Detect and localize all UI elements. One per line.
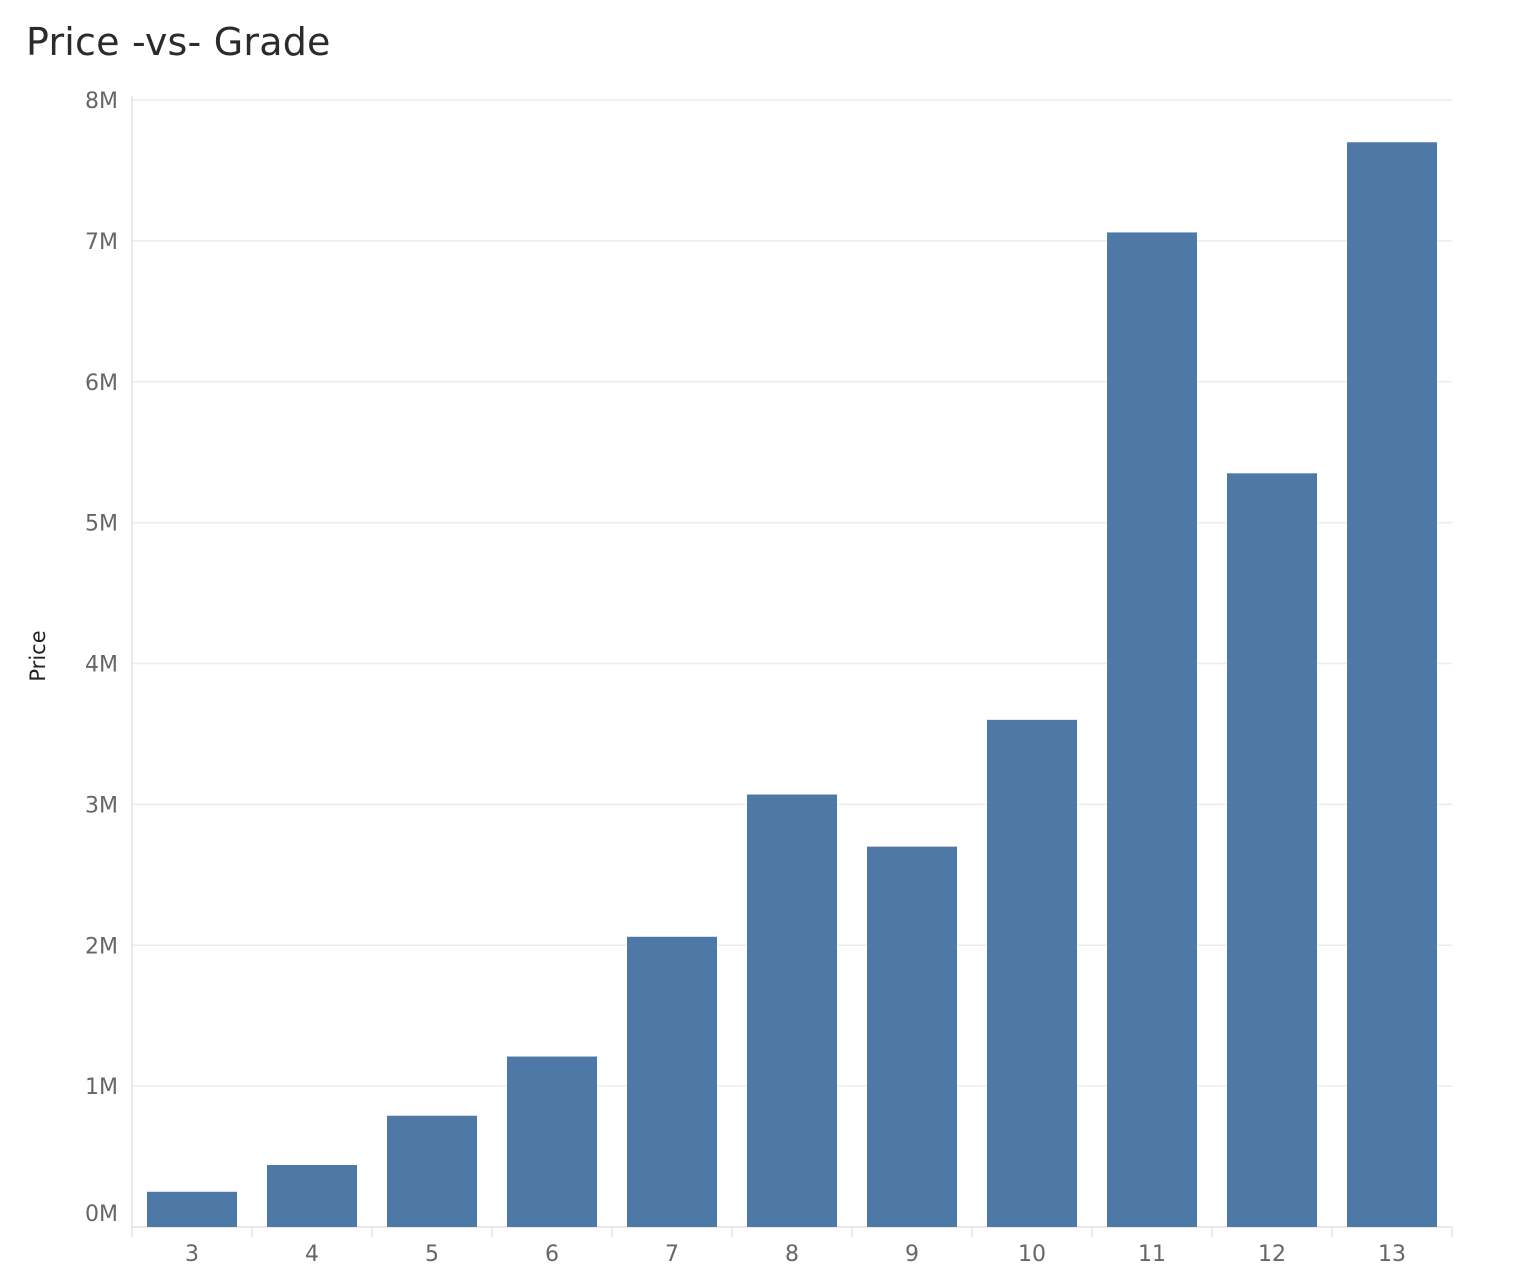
y-tick-label: 6M: [85, 371, 118, 396]
bar-grade-8[interactable]: [747, 794, 837, 1227]
x-tick-label: 3: [185, 1242, 199, 1267]
x-tick-label: 12: [1258, 1242, 1286, 1267]
x-tick-label: 8: [785, 1242, 799, 1267]
x-tick-label: 11: [1138, 1242, 1166, 1267]
bar-grade-3[interactable]: [147, 1191, 237, 1227]
bar-grade-11[interactable]: [1107, 232, 1197, 1228]
x-tick-label: 6: [545, 1242, 559, 1267]
bar-grade-13[interactable]: [1347, 142, 1437, 1228]
x-tick-label: 4: [305, 1242, 319, 1267]
y-axis-tick-labels: 0M 1M 2M 3M 4M 5M 6M 7M 8M: [85, 89, 118, 1227]
bar-grade-5[interactable]: [387, 1115, 477, 1227]
bar-grade-6[interactable]: [507, 1056, 597, 1227]
bar-grade-7[interactable]: [627, 936, 717, 1227]
x-tick-label: 5: [425, 1242, 439, 1267]
chart-title: Price -vs- Grade: [26, 20, 331, 64]
y-tick-label: 0M: [85, 1202, 118, 1227]
y-tick-label: 3M: [85, 793, 118, 818]
x-tick-label: 13: [1378, 1242, 1406, 1267]
x-tick-label: 7: [665, 1242, 679, 1267]
x-tick-label: 10: [1018, 1242, 1046, 1267]
x-axis-tick-labels: 3 4 5 6 7 8 9 10 11 12 13: [185, 1242, 1406, 1267]
y-tick-label: 7M: [85, 230, 118, 255]
y-tick-label: 5M: [85, 512, 118, 537]
bar-grade-4[interactable]: [267, 1165, 357, 1227]
y-tick-label: 8M: [85, 89, 118, 114]
y-axis-title: Price: [26, 630, 50, 681]
x-tick-label: 9: [905, 1242, 919, 1267]
bar-grade-10[interactable]: [987, 719, 1077, 1227]
bars: [147, 142, 1437, 1228]
bar-grade-9[interactable]: [867, 846, 957, 1227]
y-tick-label: 2M: [85, 934, 118, 959]
y-tick-label: 1M: [85, 1075, 118, 1100]
bar-grade-12[interactable]: [1227, 473, 1317, 1228]
y-tick-label: 4M: [85, 653, 118, 678]
